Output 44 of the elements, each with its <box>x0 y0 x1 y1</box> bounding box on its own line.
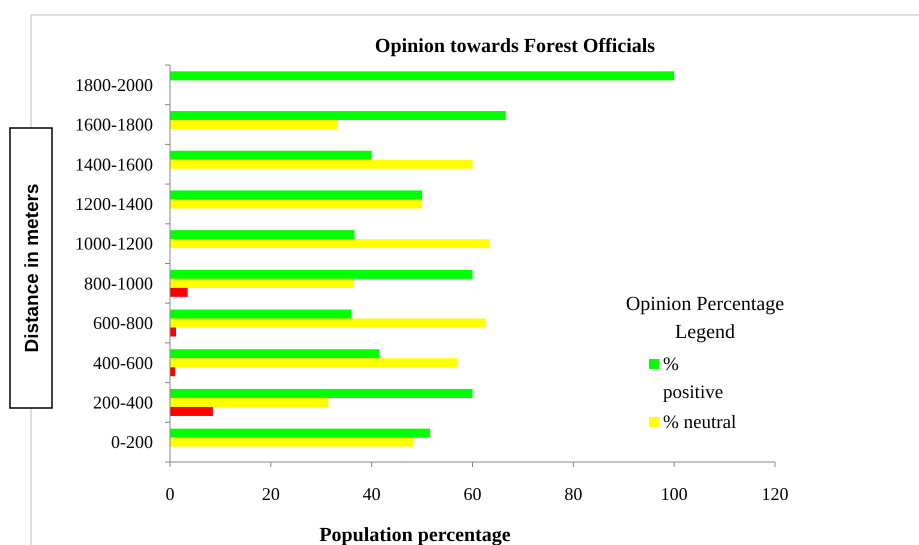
x-tick-label: 40 <box>362 484 381 504</box>
y-tick-label: 1800-2000 <box>75 74 153 95</box>
bar <box>170 310 352 319</box>
bar <box>170 120 338 130</box>
legend-title: Opinion Percentage Legend <box>626 293 784 343</box>
bar <box>170 358 458 368</box>
y-tick-label: 400-600 <box>93 352 153 373</box>
bar <box>170 239 490 248</box>
y-tick-label: 1600-1800 <box>75 114 153 135</box>
bar <box>170 428 430 438</box>
x-tick-label: 60 <box>464 484 482 504</box>
x-tick-label: 80 <box>564 484 582 504</box>
x-tick-label: 0 <box>166 484 174 504</box>
bar <box>170 438 414 447</box>
bar <box>170 199 422 208</box>
y-tick-label: 600-800 <box>93 313 153 334</box>
y-tick-label: 1200-1400 <box>75 194 153 214</box>
y-tick-label: 200-400 <box>93 392 153 412</box>
bar <box>170 318 486 328</box>
y-axis-title: Distance in meters <box>22 184 43 352</box>
y-tick-label: 1400-1600 <box>75 154 153 174</box>
legend-label: % positive <box>663 354 724 403</box>
bar <box>170 288 188 297</box>
bar <box>170 278 354 288</box>
y-tick-label: 0-200 <box>111 432 153 452</box>
x-tick-label: 120 <box>762 484 788 504</box>
bar <box>170 111 506 120</box>
y-tick-label: 1000-1200 <box>75 234 153 254</box>
bar <box>170 71 674 80</box>
bar <box>170 328 176 337</box>
x-tick-label: 20 <box>262 484 280 504</box>
bar <box>170 398 328 407</box>
bar <box>170 270 472 279</box>
bar <box>170 406 213 416</box>
y-tick-label: 800-1000 <box>84 273 153 294</box>
bar <box>170 230 355 240</box>
x-tick-label: 100 <box>660 484 688 504</box>
bar <box>170 349 380 358</box>
chart-title: Opinion towards Forest Officials <box>374 35 656 57</box>
bar <box>170 388 472 398</box>
bar <box>170 160 472 169</box>
bar <box>170 190 422 200</box>
legend-label: % neutral <box>663 412 736 433</box>
bar <box>170 150 372 160</box>
